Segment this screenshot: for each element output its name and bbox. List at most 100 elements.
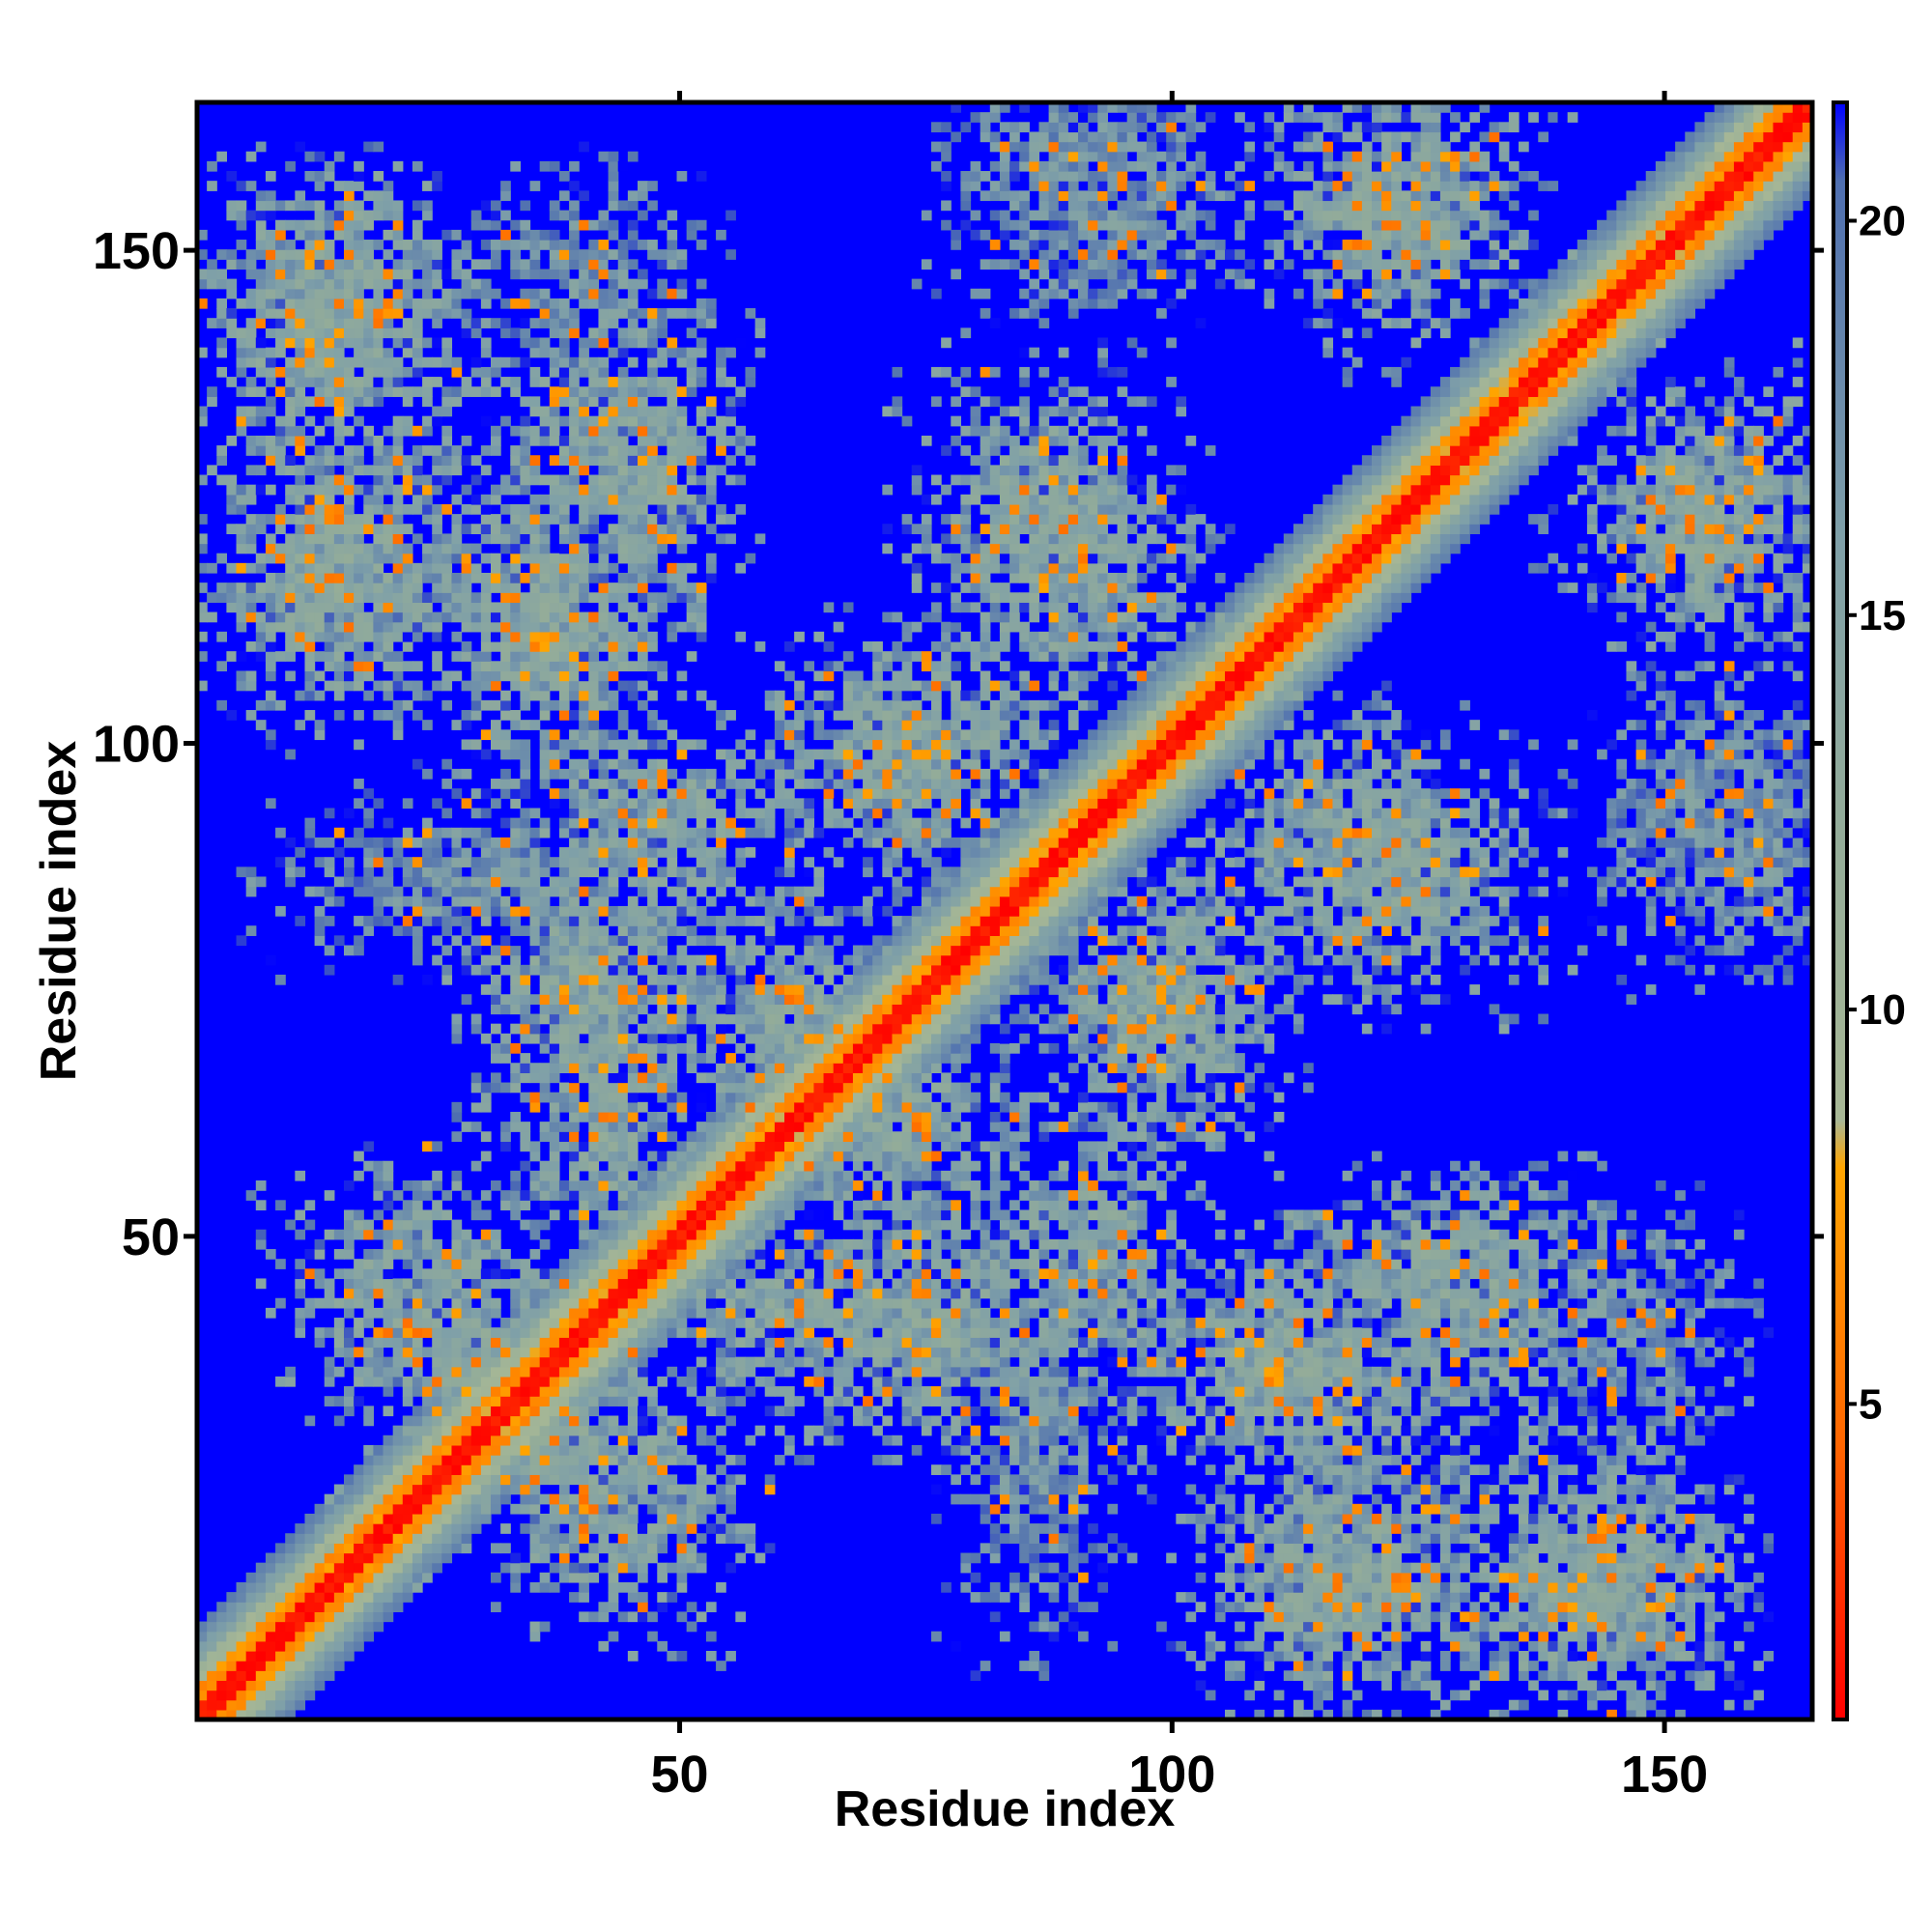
heatmap-cell bbox=[236, 406, 247, 417]
heatmap-cell bbox=[745, 779, 756, 789]
heatmap-cell bbox=[392, 837, 404, 848]
heatmap-cell bbox=[491, 1376, 501, 1387]
heatmap-cell bbox=[226, 1602, 238, 1612]
heatmap-cell bbox=[667, 788, 678, 799]
heatmap-cell bbox=[422, 1376, 433, 1387]
heatmap-cell bbox=[608, 661, 619, 672]
heatmap-cell bbox=[491, 356, 501, 368]
heatmap-cell bbox=[383, 190, 394, 202]
heatmap-cell bbox=[461, 524, 472, 534]
heatmap-cell bbox=[647, 905, 658, 917]
heatmap-cell bbox=[598, 1484, 610, 1495]
heatmap-cell bbox=[638, 1101, 648, 1113]
heatmap-cell bbox=[295, 435, 306, 446]
heatmap-cell bbox=[627, 798, 639, 810]
heatmap-cell bbox=[638, 847, 648, 858]
heatmap-cell bbox=[539, 1425, 551, 1436]
heatmap-cell bbox=[608, 249, 619, 260]
heatmap-cell bbox=[558, 524, 570, 534]
heatmap-cell bbox=[226, 494, 238, 505]
heatmap-cell bbox=[627, 1347, 639, 1358]
heatmap-cell bbox=[539, 1327, 551, 1338]
heatmap-cell bbox=[441, 925, 453, 936]
heatmap-cell bbox=[558, 1455, 570, 1465]
heatmap-cell bbox=[598, 690, 610, 701]
heatmap-cell bbox=[608, 1376, 619, 1387]
heatmap-cell bbox=[412, 484, 423, 496]
heatmap-cell bbox=[657, 327, 668, 339]
heatmap-cell bbox=[579, 808, 589, 819]
heatmap-cell bbox=[569, 210, 580, 221]
heatmap-cell bbox=[735, 984, 747, 995]
heatmap-cell bbox=[383, 690, 394, 701]
heatmap-cell bbox=[725, 827, 736, 838]
heatmap-cell bbox=[627, 229, 639, 241]
heatmap-cell bbox=[627, 1229, 639, 1240]
heatmap-cell bbox=[569, 572, 580, 583]
heatmap-cell bbox=[705, 1053, 717, 1064]
heatmap-cell bbox=[529, 553, 541, 564]
heatmap-cell bbox=[324, 386, 335, 397]
heatmap-cell bbox=[558, 1307, 570, 1319]
heatmap-cell bbox=[745, 1170, 756, 1181]
heatmap-cell bbox=[363, 435, 374, 446]
heatmap-cell bbox=[608, 229, 619, 241]
heatmap-cell bbox=[275, 1572, 286, 1583]
heatmap-cell bbox=[657, 720, 668, 730]
heatmap-cell bbox=[647, 1122, 658, 1132]
heatmap-cell bbox=[696, 631, 707, 642]
heatmap-cell bbox=[558, 641, 570, 652]
heatmap-cell bbox=[432, 935, 442, 947]
heatmap-cell bbox=[392, 602, 404, 613]
heatmap-cell bbox=[402, 337, 413, 349]
heatmap-cell bbox=[344, 857, 355, 867]
heatmap-cell bbox=[638, 1238, 648, 1250]
heatmap-cell bbox=[197, 631, 208, 642]
heatmap-cell bbox=[520, 1493, 531, 1505]
heatmap-cell bbox=[441, 572, 453, 583]
heatmap-cell bbox=[333, 1640, 345, 1652]
heatmap-cell bbox=[598, 455, 610, 466]
heatmap-cell bbox=[569, 1337, 580, 1349]
heatmap-cell bbox=[344, 1356, 355, 1368]
heatmap-cell bbox=[324, 916, 335, 926]
heatmap-cell bbox=[373, 847, 384, 858]
heatmap-cell bbox=[716, 935, 726, 947]
heatmap-cell bbox=[295, 1621, 306, 1633]
heatmap-cell bbox=[344, 543, 355, 554]
heatmap-cell bbox=[422, 337, 433, 349]
heatmap-cell bbox=[686, 1562, 697, 1574]
heatmap-cell bbox=[383, 661, 394, 672]
heatmap-cell bbox=[470, 455, 482, 466]
heatmap-cell bbox=[569, 1101, 580, 1113]
heatmap-cell bbox=[373, 210, 384, 221]
heatmap-cell bbox=[638, 1190, 648, 1201]
heatmap-cell bbox=[638, 1602, 648, 1612]
heatmap-cell bbox=[539, 1347, 551, 1358]
heatmap-cell bbox=[363, 621, 374, 633]
heatmap-cell bbox=[716, 1023, 726, 1035]
heatmap-cell bbox=[412, 905, 423, 917]
heatmap-cell bbox=[608, 377, 619, 387]
heatmap-cell bbox=[491, 259, 501, 270]
heatmap-cell bbox=[657, 1053, 668, 1064]
heatmap-cell bbox=[216, 1709, 227, 1720]
heatmap-cell bbox=[422, 425, 433, 437]
heatmap-cell bbox=[510, 661, 521, 672]
heatmap-cell bbox=[549, 1356, 560, 1368]
heatmap-cell bbox=[627, 524, 639, 534]
heatmap-cell bbox=[627, 1200, 639, 1211]
heatmap-cell bbox=[608, 298, 619, 309]
heatmap-cell bbox=[539, 1415, 551, 1427]
heatmap-cell bbox=[627, 240, 639, 250]
heatmap-cell bbox=[480, 916, 492, 926]
heatmap-cell bbox=[422, 827, 433, 838]
heatmap-cell bbox=[265, 651, 276, 662]
heatmap-cell bbox=[314, 1533, 326, 1544]
heatmap-cell bbox=[569, 1396, 580, 1406]
heatmap-cell bbox=[638, 974, 648, 985]
heatmap-cell bbox=[627, 779, 639, 789]
heatmap-cell bbox=[676, 974, 688, 985]
heatmap-cell bbox=[392, 1425, 404, 1436]
heatmap-cell bbox=[638, 240, 648, 250]
